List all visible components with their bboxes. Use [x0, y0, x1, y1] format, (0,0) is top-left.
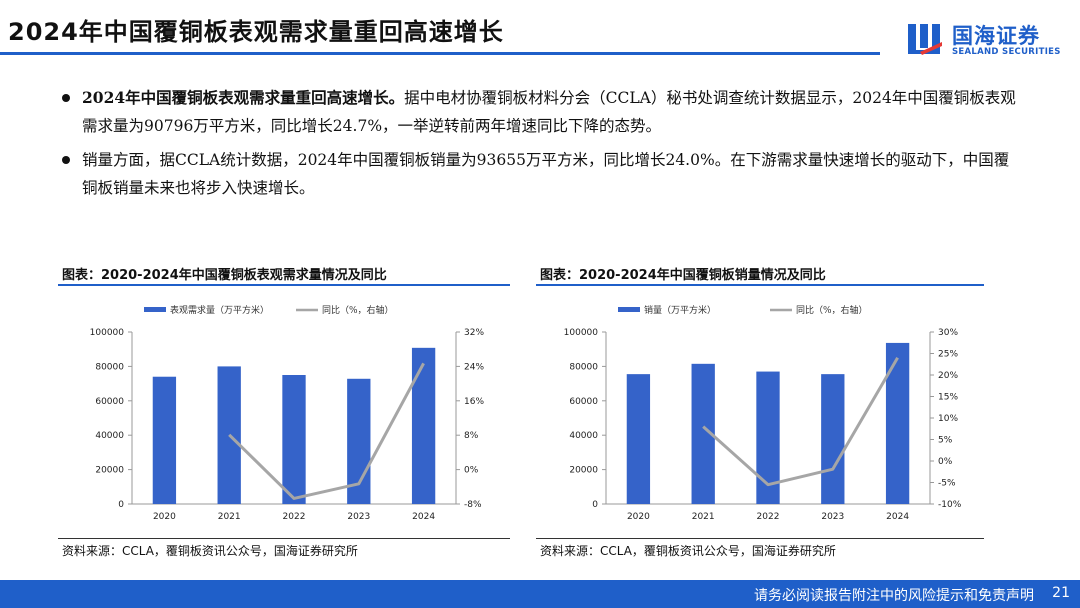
left-tick-label: 60000	[569, 397, 598, 407]
page-title: 2024年中国覆铜板表观需求量重回高速增长	[8, 18, 504, 46]
page-number: 21	[1052, 585, 1070, 601]
left-tick-label: 0	[592, 500, 598, 510]
right-tick-label: -10%	[938, 500, 962, 510]
bar	[626, 374, 651, 504]
right-tick-label: 30%	[938, 328, 958, 338]
left-tick-label: 80000	[95, 362, 124, 372]
x-tick-label: 2024	[886, 512, 909, 522]
bullet-bold-lead: 2024年中国覆铜板表观需求量重回高速增长。	[82, 88, 405, 107]
x-tick-label: 2024	[412, 512, 435, 522]
left-tick-label: 40000	[95, 431, 124, 441]
right-tick-label: 10%	[938, 414, 958, 424]
legend-bar-label: 销量（万平方米）	[644, 304, 716, 316]
bar	[282, 375, 306, 504]
x-tick-label: 2020	[627, 512, 650, 522]
yoy-line	[228, 362, 425, 500]
right-tick-label: 24%	[464, 362, 484, 372]
bullet-list: 2024年中国覆铜板表观需求量重回高速增长。据中电材协覆铜板材料分会（CCLA）…	[60, 84, 1020, 208]
company-logo: 国海证券 SEALAND SECURITIES	[906, 18, 1066, 62]
x-tick-label: 2023	[347, 512, 370, 522]
right-tick-label: 20%	[938, 371, 958, 381]
left-tick-label: 20000	[569, 466, 598, 476]
right-tick-label: -8%	[464, 500, 482, 510]
title-rule	[0, 52, 880, 55]
legend-line-label: 同比（%，右轴）	[796, 304, 868, 316]
logo-english-name: SEALAND SECURITIES	[952, 47, 1061, 57]
x-tick-label: 2023	[821, 512, 844, 522]
x-tick-label: 2021	[692, 512, 715, 522]
logo-chinese-name: 国海证券	[952, 24, 1040, 48]
right-tick-label: 16%	[464, 397, 484, 407]
right-chart-title: 图表：2020-2024年中国覆铜板销量情况及同比	[540, 268, 826, 283]
right-tick-label: 8%	[464, 431, 479, 441]
left-tick-label: 100000	[90, 328, 125, 338]
bullet-text: 据中电材协覆铜板材料分会（CCLA）秘书处调查统计数据显示，2024年中国覆铜板…	[82, 89, 1016, 135]
legend-bar-label: 表观需求量（万平方米）	[170, 304, 269, 316]
bar	[411, 347, 436, 504]
x-tick-label: 2021	[218, 512, 241, 522]
bar	[821, 374, 845, 504]
right-tick-label: 0%	[464, 466, 479, 476]
left-tick-label: 40000	[569, 431, 598, 441]
sales-chart: 销量（万平方米） 同比（%，右轴） 100000 80000 60000 40000 200…	[564, 304, 962, 522]
left-tick-label: 0	[118, 500, 124, 510]
bullet-item-demand: 2024年中国覆铜板表观需求量重回高速增长。据中电材协覆铜板材料分会（CCLA）…	[60, 84, 1020, 140]
bullet-text: 销量方面，据CCLA统计数据，2024年中国覆铜板销量为93655万平方米，同比…	[82, 151, 1010, 197]
left-chart-source: 资料来源：CCLA，覆铜板资讯公众号，国海证券研究所	[62, 544, 358, 558]
x-tick-label: 2020	[153, 512, 176, 522]
bullet-item-sales: 销量方面，据CCLA统计数据，2024年中国覆铜板销量为93655万平方米，同比…	[60, 146, 1020, 202]
right-chart-rule	[536, 284, 984, 286]
bar	[691, 363, 715, 504]
left-chart-bottom-rule	[58, 538, 510, 539]
footer-disclaimer: 请务必阅读报告附注中的风险提示和免责声明	[754, 588, 1034, 604]
logo-mark-icon	[908, 24, 942, 55]
left-tick-label: 20000	[95, 466, 124, 476]
bar	[885, 342, 910, 504]
right-tick-label: -5%	[938, 479, 956, 489]
yoy-line	[702, 357, 899, 487]
x-tick-label: 2022	[757, 512, 780, 522]
footer-bar: 请务必阅读报告附注中的风险提示和免责声明 21	[0, 580, 1080, 608]
right-tick-label: 15%	[938, 393, 958, 403]
right-tick-label: 0%	[938, 457, 953, 467]
right-chart-bottom-rule	[536, 538, 984, 539]
left-tick-label: 100000	[564, 328, 599, 338]
x-tick-label: 2022	[283, 512, 306, 522]
right-tick-label: 25%	[938, 350, 958, 360]
right-tick-label: 5%	[938, 436, 953, 446]
left-chart-rule	[58, 284, 510, 286]
bar	[756, 371, 780, 504]
bar	[152, 376, 177, 504]
demand-chart: 表观需求量（万平方米） 同比（%，右轴） 100000 80000 60000 40000…	[90, 304, 485, 522]
left-tick-label: 60000	[95, 397, 124, 407]
left-chart-title: 图表：2020-2024年中国覆铜板表观需求量情况及同比	[62, 268, 387, 283]
right-tick-label: 32%	[464, 328, 484, 338]
legend-bar-swatch	[618, 307, 640, 312]
legend-bar-swatch	[144, 307, 166, 312]
right-chart-source: 资料来源：CCLA，覆铜板资讯公众号，国海证券研究所	[540, 544, 836, 558]
left-tick-label: 80000	[569, 362, 598, 372]
legend-line-label: 同比（%，右轴）	[322, 304, 394, 316]
